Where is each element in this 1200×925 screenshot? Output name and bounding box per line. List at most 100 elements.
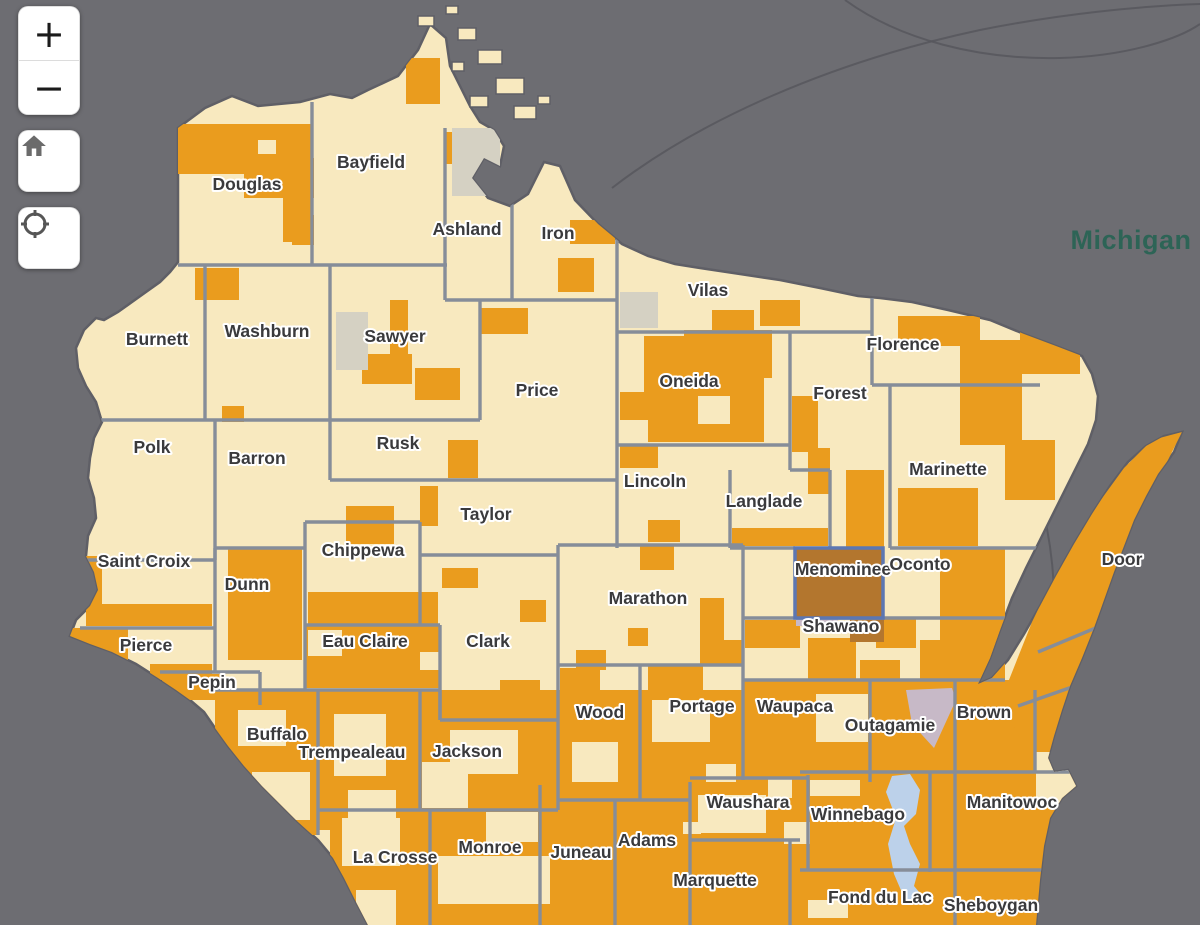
county-label-adams: Adams [618,830,677,850]
map-patch [258,140,276,154]
map-patch [745,620,800,648]
county-label-portage: Portage [669,696,734,716]
zoom-in-button[interactable]: + [19,7,79,60]
map-patch [620,446,658,468]
map-patch [292,215,314,245]
county-label-jackson: Jackson [432,741,502,761]
county-label-waushara: Waushara [707,792,790,812]
county-label-burnett: Burnett [126,329,188,349]
county-label-bayfield: Bayfield [337,152,405,172]
map-patch [810,780,860,796]
county-label-douglas: Douglas [212,174,281,194]
map-patch [846,470,884,548]
map-patch [334,714,386,776]
county-label-door: Door [1102,549,1143,569]
map-patch [195,268,239,300]
map-patch [860,660,900,680]
county-label-chippewa: Chippewa [322,540,405,560]
county-label-menominee: Menominee [795,559,892,579]
county-label-iron: Iron [541,223,574,243]
map-patch [228,548,302,660]
county-label-ashland: Ashland [432,219,501,239]
map-patch [816,694,868,742]
map-patch [648,520,680,542]
county-label-oneida: Oneida [659,371,719,391]
county-label-sheboygan: Sheboygan [944,895,1038,915]
map-patch [700,598,724,642]
state-water-boundary [611,3,1200,189]
map-patch [244,158,314,198]
map-patch [898,488,978,546]
map-patch [222,406,244,422]
zoom-out-button[interactable]: − [19,61,79,114]
control-divider [19,60,79,61]
island [469,95,489,108]
region-label-michigan: Michigan [1070,225,1191,255]
island [477,49,503,65]
map-patch [442,568,478,588]
county-label-marinette: Marinette [909,459,987,479]
county-label-buffalo: Buffalo [247,724,307,744]
locate-control-group [18,207,80,269]
county-label-trempealeau: Trempealeau [299,742,406,762]
map-patch [238,710,286,746]
map-patch [438,856,550,904]
map-patch [1020,332,1080,374]
county-label-outagamie: Outagamie [845,715,936,735]
map-patch [406,58,440,104]
county-label-polk: Polk [134,437,171,457]
map-patch [808,900,848,918]
map-patch [448,440,478,478]
map-patch [308,630,342,656]
locate-button[interactable] [19,208,79,268]
county-label-brown: Brown [957,702,1011,722]
map-patch [362,354,412,384]
county-borders [80,102,1111,925]
county-label-marquette: Marquette [673,870,757,890]
county-label-marathon: Marathon [609,588,688,608]
county-label-fond-du-lac: Fond du Lac [828,887,932,907]
county-label-florence: Florence [867,334,940,354]
map-patch [346,506,394,544]
map-patch [576,650,606,670]
county-label-rusk: Rusk [377,433,420,453]
map-patch [420,486,438,526]
map-patch [486,812,538,842]
county-label-barron: Barron [228,448,285,468]
map-patch [620,292,658,328]
map-patch [648,666,703,692]
map-patch [768,778,792,798]
map-patch [356,890,396,925]
map-patch [252,772,310,820]
map-patch [700,640,743,665]
map-patch [452,128,500,196]
county-label-eau-claire: Eau Claire [322,631,408,651]
home-button[interactable] [19,131,79,191]
map-patch [906,688,956,748]
map-patch [628,628,648,646]
county-label-wood: Wood [576,702,624,722]
county-label-forest: Forest [813,383,867,403]
map-patch [1005,440,1055,500]
map-patch [760,300,800,326]
county-label-la-crosse: La Crosse [353,847,438,867]
map-patch [558,258,594,292]
county-label-langlade: Langlade [726,491,803,511]
map-patch [850,616,884,642]
map-patch [698,396,730,424]
county-label-price: Price [516,380,559,400]
map-patch [683,822,701,834]
map-patch [620,392,654,420]
map-patch [415,368,460,400]
county-label-shawano: Shawano [803,616,880,636]
map-patch [70,628,128,680]
map-patch [480,308,528,334]
county-label-pepin: Pepin [188,672,236,692]
map-patch [336,312,368,370]
county-menominee-highlight [793,546,885,620]
island [417,15,435,27]
county-label-monroe: Monroe [458,837,521,857]
county-label-vilas: Vilas [688,280,729,300]
